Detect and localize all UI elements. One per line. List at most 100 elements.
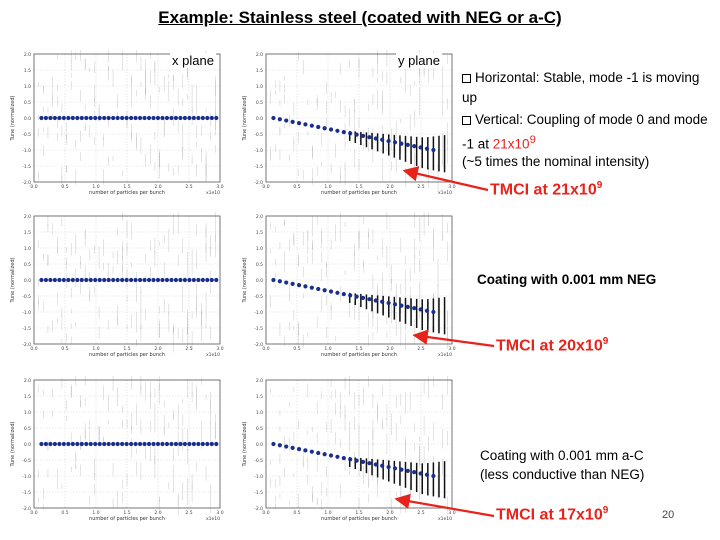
- mode0-point: [52, 441, 57, 447]
- mode0-point: [360, 459, 366, 465]
- checkbox-bullet-icon: [462, 74, 471, 83]
- mode0-point: [200, 441, 205, 447]
- mode0-point: [79, 441, 84, 447]
- x-tick-label: 2.0: [386, 510, 393, 516]
- x-axis-label: number of particles per bunch: [89, 352, 165, 358]
- plot-x-plane-row2: -2.0 -1.5 -1.0 -0.5 0.0 0.5 1.0 1.5 2.0 0.0 0.5 1.0…: [6, 212, 226, 362]
- y-tick-label: 0.0: [256, 442, 263, 448]
- plot-frame: [33, 215, 221, 345]
- mode0-point: [133, 441, 138, 447]
- y-tick-label: -0.5: [22, 458, 31, 464]
- mode0-point: [75, 441, 80, 447]
- mode0-point: [277, 279, 282, 284]
- mode0-point: [151, 115, 156, 121]
- mode0-point: [290, 445, 295, 450]
- mode0-point: [129, 441, 134, 447]
- x-tick-label: 1.0: [92, 346, 99, 352]
- y-axis-label: Tune (normalized): [242, 421, 248, 467]
- mode0-point: [111, 277, 116, 283]
- mode0-point: [75, 277, 80, 283]
- x-tick-label: 2.5: [185, 184, 192, 190]
- mode0-point: [61, 441, 66, 447]
- y-tick-label: -1.5: [22, 490, 31, 496]
- y-plane-label: y plane: [396, 53, 442, 68]
- mode0-point: [205, 277, 210, 283]
- mode0-point: [133, 115, 138, 121]
- mode0-point: [120, 441, 125, 447]
- mode0-point: [66, 115, 71, 121]
- y-tick-label: -2.0: [22, 506, 31, 512]
- mode0-point: [57, 115, 62, 121]
- checkbox-bullet-icon: [462, 116, 471, 125]
- mode0-point: [277, 117, 282, 122]
- mode0-point: [102, 277, 107, 283]
- page-number: 20: [662, 509, 675, 521]
- mode0-point: [209, 115, 214, 121]
- x-tick-label: 0.5: [61, 346, 68, 352]
- mode0-point: [373, 298, 378, 303]
- mode0-point: [418, 307, 423, 312]
- mode0-point: [392, 140, 398, 145]
- y-axis-label: Tune (normalized): [242, 95, 248, 141]
- mode0-point: [214, 277, 219, 283]
- x-tick-label: 3.0: [448, 184, 455, 190]
- mode0-point: [43, 115, 49, 121]
- y-tick-label: -1.0: [22, 148, 31, 154]
- y-tick-label: 0.0: [24, 442, 31, 448]
- mode0-point: [164, 115, 170, 121]
- x-tick-label: 3.0: [216, 184, 223, 190]
- y-tick-label: 1.5: [24, 68, 31, 74]
- mode0-point: [303, 122, 308, 127]
- mode0-point: [160, 115, 165, 121]
- mode0-point: [335, 128, 340, 133]
- mode0-point: [182, 441, 187, 447]
- x-exponent-label: x1e10: [206, 352, 220, 358]
- x-axis-label: number of particles per bunch: [321, 516, 397, 522]
- mode0-point: [214, 441, 219, 447]
- mode0-point: [418, 145, 423, 150]
- mode0-point: [399, 141, 404, 146]
- mode0-point: [424, 146, 430, 151]
- mode0-point: [354, 458, 359, 463]
- mode0-point: [84, 277, 89, 283]
- x-tick-label: 3.0: [216, 346, 223, 352]
- x-tick-label: 3.0: [448, 346, 455, 352]
- y-tick-label: -1.0: [22, 310, 31, 316]
- mode0-point: [316, 450, 321, 456]
- mode0-point: [79, 115, 84, 121]
- mode0-point: [164, 277, 170, 283]
- mode0-point: [164, 441, 170, 447]
- y-tick-label: 1.0: [24, 84, 31, 90]
- mode0-point: [155, 277, 161, 283]
- x-tick-label: 0.5: [293, 510, 300, 516]
- mode0-point: [380, 299, 385, 304]
- mode0-point: [182, 277, 187, 283]
- mode0-point: [373, 136, 378, 141]
- mode0-point: [102, 115, 107, 121]
- mode0-point: [431, 147, 436, 153]
- y-tick-label: 0.5: [24, 426, 31, 432]
- mode0-point: [39, 277, 44, 283]
- note-intensity: (~5 times the nominal intensity): [462, 154, 650, 169]
- mode0-point: [43, 441, 49, 447]
- mode0-point: [354, 132, 359, 137]
- mode0-point: [97, 277, 102, 283]
- mode0-point: [151, 441, 156, 447]
- mode0-point: [169, 441, 174, 447]
- mode0-point: [146, 441, 152, 447]
- plot-y-plane-row2: -2.0 -1.5 -1.0 -0.5 0.0 0.5 1.0 1.5 2.0 0.0 0.5 1.0…: [238, 212, 458, 362]
- y-tick-label: -1.5: [254, 326, 263, 332]
- mode0-point: [173, 441, 179, 447]
- x-axis-label: number of particles per bunch: [89, 516, 165, 522]
- mode0-point: [84, 441, 89, 447]
- mode0-point: [124, 115, 129, 121]
- mode0-point: [399, 303, 404, 308]
- y-tick-label: 0.0: [256, 116, 263, 122]
- x-tick-label: 2.5: [185, 346, 192, 352]
- plot-frame: [33, 379, 221, 509]
- mode0-point: [348, 457, 353, 462]
- x-exponent-label: x1e10: [206, 516, 220, 522]
- mode0-point: [187, 277, 192, 283]
- mode0-point: [392, 466, 398, 471]
- mode0-point: [360, 133, 366, 139]
